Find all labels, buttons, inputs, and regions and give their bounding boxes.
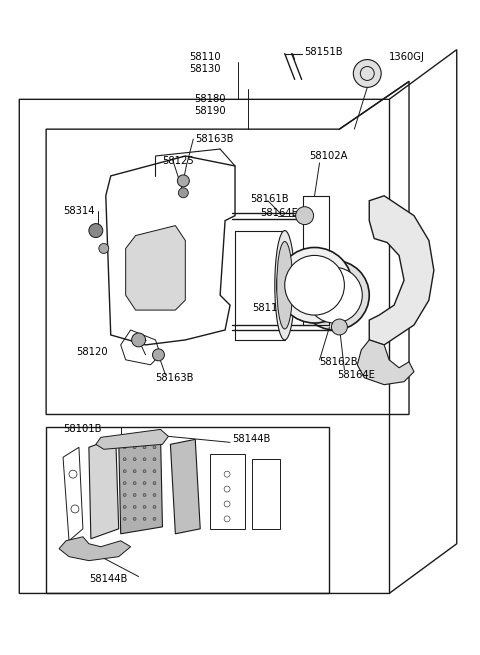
Text: 58164E: 58164E <box>260 208 298 217</box>
Text: 1360GJ: 1360GJ <box>389 52 425 62</box>
Circle shape <box>153 349 165 361</box>
Ellipse shape <box>296 207 313 225</box>
Polygon shape <box>96 430 168 449</box>
Text: 58163B: 58163B <box>156 373 194 383</box>
Text: 58161B: 58161B <box>250 194 288 204</box>
Circle shape <box>123 470 126 473</box>
Circle shape <box>133 506 136 508</box>
Circle shape <box>153 517 156 520</box>
Circle shape <box>143 446 146 449</box>
Circle shape <box>99 244 109 253</box>
Circle shape <box>153 470 156 473</box>
Circle shape <box>153 506 156 508</box>
Text: 58120: 58120 <box>76 347 108 357</box>
Polygon shape <box>369 196 434 345</box>
Circle shape <box>353 60 381 87</box>
Text: 58190: 58190 <box>194 106 226 116</box>
Text: 58163B: 58163B <box>195 134 234 144</box>
Ellipse shape <box>277 242 293 329</box>
Ellipse shape <box>275 231 295 340</box>
Text: 58101B: 58101B <box>63 424 102 434</box>
Circle shape <box>153 481 156 485</box>
Circle shape <box>143 517 146 520</box>
Circle shape <box>123 506 126 508</box>
Text: 58110: 58110 <box>190 52 221 62</box>
Text: 58130: 58130 <box>190 64 221 73</box>
Polygon shape <box>357 340 414 384</box>
Circle shape <box>179 188 188 198</box>
Text: 58180: 58180 <box>194 94 226 104</box>
Text: 58162B: 58162B <box>320 357 358 367</box>
Ellipse shape <box>332 319 348 335</box>
Circle shape <box>123 446 126 449</box>
Circle shape <box>143 458 146 460</box>
Circle shape <box>132 333 145 347</box>
Circle shape <box>133 446 136 449</box>
Circle shape <box>123 458 126 460</box>
Circle shape <box>123 481 126 485</box>
Polygon shape <box>89 438 119 539</box>
Circle shape <box>133 517 136 520</box>
Text: 58314: 58314 <box>63 206 95 215</box>
Circle shape <box>307 267 362 323</box>
Circle shape <box>143 506 146 508</box>
Circle shape <box>178 175 189 187</box>
Circle shape <box>123 517 126 520</box>
Circle shape <box>123 493 126 496</box>
Text: 58112: 58112 <box>252 303 284 313</box>
Circle shape <box>89 223 103 238</box>
Circle shape <box>153 493 156 496</box>
Circle shape <box>277 248 352 323</box>
Text: 58164E: 58164E <box>337 369 375 380</box>
Polygon shape <box>119 432 162 534</box>
Circle shape <box>133 493 136 496</box>
Circle shape <box>153 458 156 460</box>
Circle shape <box>143 481 146 485</box>
Polygon shape <box>59 537 131 561</box>
Text: 58102A: 58102A <box>310 151 348 161</box>
Circle shape <box>153 446 156 449</box>
Circle shape <box>285 255 344 315</box>
Circle shape <box>143 470 146 473</box>
Polygon shape <box>126 225 185 310</box>
Text: 58144B: 58144B <box>89 574 127 584</box>
Circle shape <box>133 470 136 473</box>
Text: 58125: 58125 <box>162 156 194 166</box>
Circle shape <box>300 261 369 330</box>
Text: 58144B: 58144B <box>232 434 270 444</box>
Polygon shape <box>170 440 200 534</box>
Circle shape <box>143 493 146 496</box>
Circle shape <box>133 481 136 485</box>
Text: 58151B: 58151B <box>305 47 343 56</box>
Circle shape <box>133 458 136 460</box>
